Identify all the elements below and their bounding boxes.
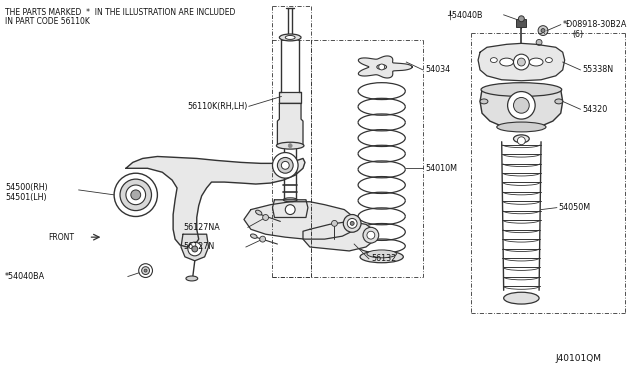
- Text: 55338N: 55338N: [582, 65, 614, 74]
- Text: 56127N: 56127N: [183, 243, 214, 251]
- Ellipse shape: [276, 142, 304, 149]
- Circle shape: [513, 97, 529, 113]
- Ellipse shape: [250, 234, 257, 238]
- Ellipse shape: [529, 58, 543, 66]
- Text: 54320: 54320: [582, 105, 607, 114]
- Ellipse shape: [377, 64, 387, 70]
- Ellipse shape: [480, 99, 488, 104]
- Circle shape: [363, 227, 379, 243]
- Text: J40101QM: J40101QM: [556, 354, 602, 363]
- Circle shape: [541, 29, 545, 32]
- Ellipse shape: [545, 58, 552, 62]
- Circle shape: [379, 64, 385, 70]
- Circle shape: [192, 246, 198, 252]
- Polygon shape: [280, 92, 301, 103]
- Circle shape: [139, 264, 152, 278]
- Circle shape: [273, 153, 298, 178]
- Circle shape: [188, 242, 202, 256]
- Circle shape: [518, 137, 525, 145]
- Polygon shape: [181, 234, 209, 261]
- Text: THE PARTS MARKED  *  IN THE ILLUSTRATION ARE INCLUDED: THE PARTS MARKED * IN THE ILLUSTRATION A…: [5, 8, 236, 17]
- Ellipse shape: [497, 122, 546, 132]
- Ellipse shape: [367, 250, 396, 258]
- Ellipse shape: [504, 292, 539, 304]
- Text: 56110K(RH,LH): 56110K(RH,LH): [188, 102, 248, 111]
- Polygon shape: [244, 202, 356, 239]
- Circle shape: [260, 236, 266, 242]
- Circle shape: [536, 39, 542, 45]
- Ellipse shape: [500, 58, 513, 66]
- Circle shape: [277, 157, 293, 173]
- Polygon shape: [358, 56, 412, 78]
- Text: 54034: 54034: [425, 65, 450, 74]
- Circle shape: [350, 221, 354, 225]
- Circle shape: [508, 92, 535, 119]
- Ellipse shape: [186, 276, 198, 281]
- Circle shape: [343, 215, 361, 232]
- Ellipse shape: [513, 135, 529, 143]
- Text: (6): (6): [573, 30, 584, 39]
- Polygon shape: [478, 44, 564, 81]
- Circle shape: [538, 26, 548, 35]
- Circle shape: [367, 231, 375, 239]
- Text: 54501(LH): 54501(LH): [5, 193, 47, 202]
- Circle shape: [518, 16, 524, 22]
- Polygon shape: [273, 200, 308, 218]
- Circle shape: [114, 173, 157, 217]
- Circle shape: [513, 54, 529, 70]
- Text: *Ð08918-30B2A: *Ð08918-30B2A: [563, 20, 627, 29]
- Text: IN PART CODE 56110K: IN PART CODE 56110K: [5, 17, 90, 26]
- Polygon shape: [480, 90, 563, 129]
- Polygon shape: [126, 157, 305, 247]
- Polygon shape: [277, 103, 303, 146]
- Circle shape: [518, 58, 525, 66]
- Circle shape: [131, 190, 141, 200]
- Text: 56127NA: 56127NA: [183, 223, 220, 232]
- Text: 54500(RH): 54500(RH): [5, 183, 47, 192]
- Ellipse shape: [285, 35, 295, 39]
- Ellipse shape: [280, 34, 301, 41]
- Text: 56132: 56132: [372, 254, 397, 263]
- Circle shape: [144, 269, 147, 272]
- Text: *54040BA: *54040BA: [5, 272, 45, 281]
- Circle shape: [262, 215, 269, 221]
- Ellipse shape: [360, 251, 403, 263]
- Polygon shape: [303, 221, 376, 251]
- Text: 54010M: 54010M: [425, 164, 457, 173]
- Bar: [516, 19, 526, 27]
- Text: 54050M: 54050M: [559, 203, 591, 212]
- Circle shape: [285, 205, 295, 215]
- Ellipse shape: [255, 210, 262, 215]
- Circle shape: [288, 144, 292, 148]
- Text: FRONT: FRONT: [48, 232, 74, 242]
- Ellipse shape: [490, 58, 497, 62]
- Ellipse shape: [284, 198, 297, 202]
- Circle shape: [348, 218, 357, 228]
- Circle shape: [126, 185, 145, 205]
- Circle shape: [120, 179, 152, 211]
- Circle shape: [282, 161, 289, 169]
- Circle shape: [141, 267, 150, 275]
- Circle shape: [332, 221, 337, 226]
- Ellipse shape: [555, 99, 563, 104]
- Ellipse shape: [481, 83, 562, 96]
- Text: ╀54040B: ╀54040B: [447, 10, 482, 20]
